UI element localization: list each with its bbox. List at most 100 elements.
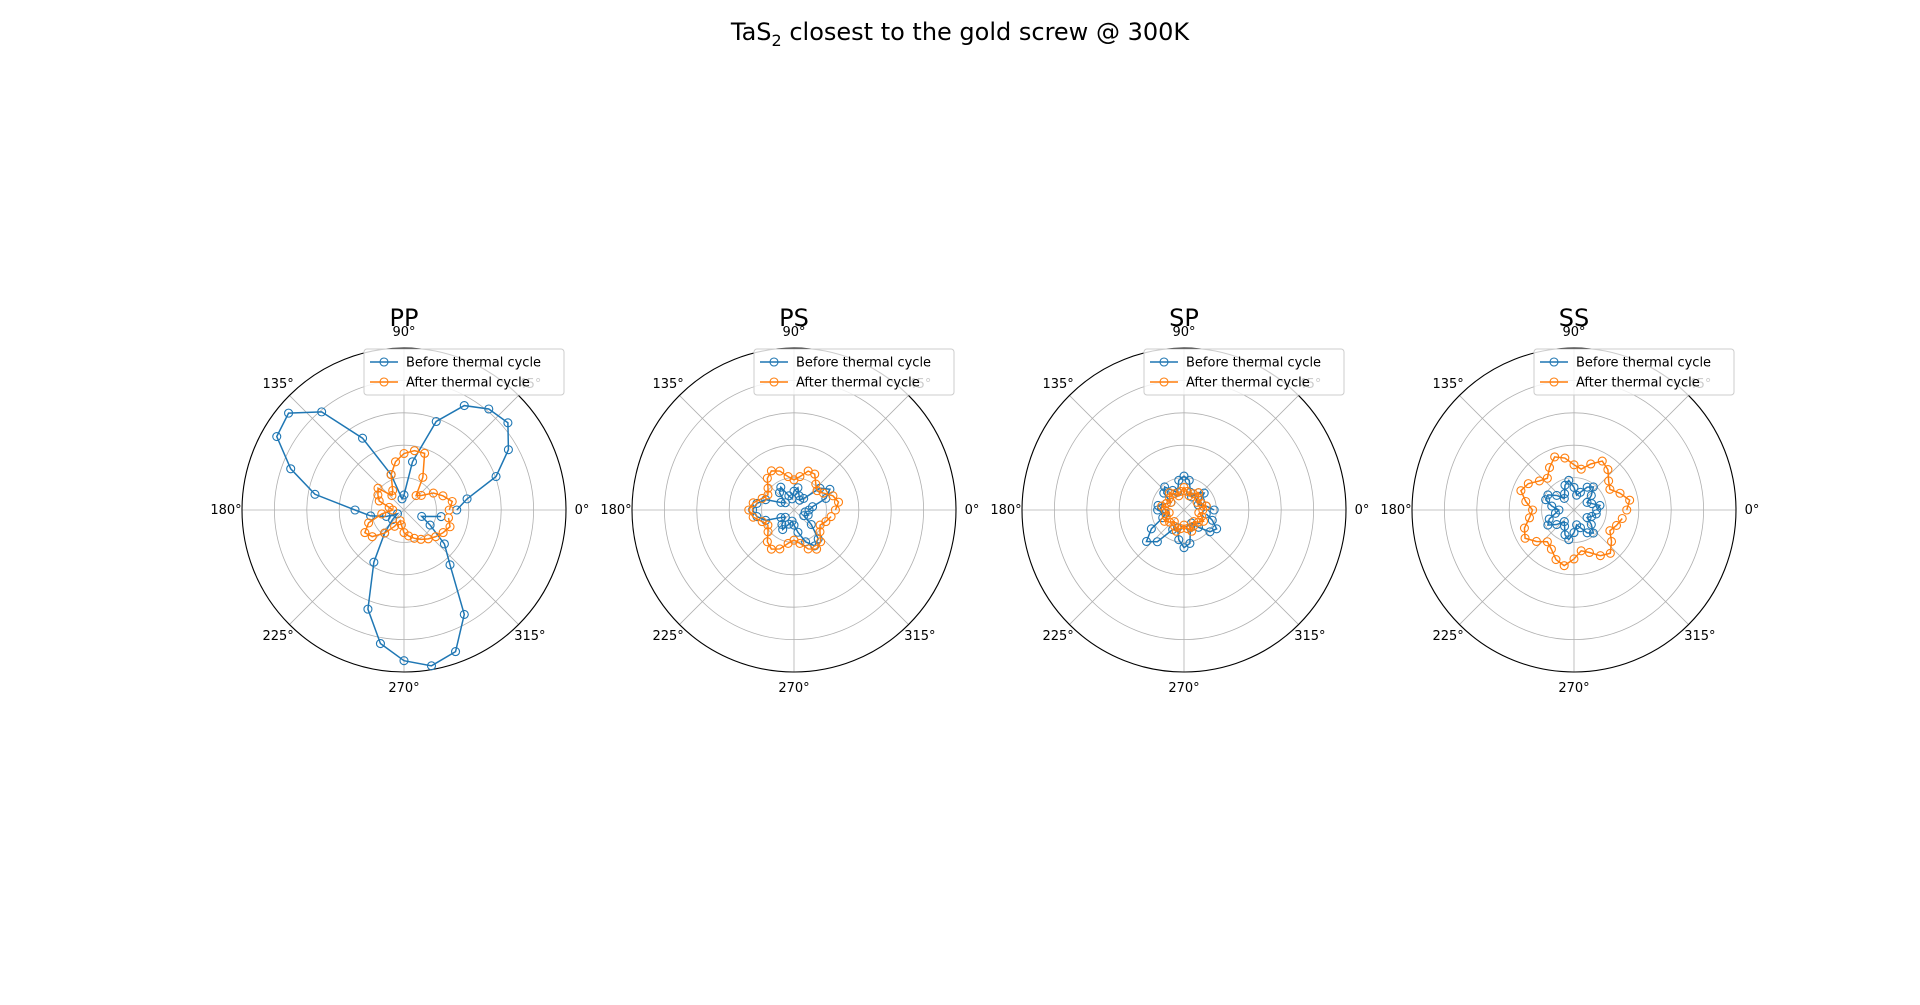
data-point [272, 431, 282, 442]
data-point [789, 520, 799, 530]
data-point [1544, 463, 1555, 473]
data-point [1582, 482, 1592, 492]
data-point [409, 446, 420, 456]
data-point [399, 448, 409, 459]
series-line [363, 449, 454, 541]
grid-spoke [1183, 509, 1299, 625]
data-point [774, 488, 785, 498]
data-point [1611, 520, 1622, 531]
legend-label: Before thermal cycle [1576, 356, 1711, 371]
data-point [369, 557, 379, 567]
angle-tick-label: 90° [1562, 325, 1585, 340]
data-point [411, 491, 421, 501]
data-point [793, 527, 803, 537]
chart-title: PS [779, 304, 809, 332]
grid-spoke [679, 509, 795, 625]
series-after [360, 446, 457, 544]
data-point [744, 505, 754, 515]
data-point [1605, 548, 1615, 558]
data-point [1189, 516, 1199, 527]
data-point [1160, 482, 1170, 492]
data-point [1194, 508, 1204, 518]
data-point [1159, 488, 1169, 498]
data-point [425, 520, 435, 530]
legend: Before thermal cycle After thermal cycle [1533, 348, 1735, 396]
data-point [462, 494, 472, 504]
series-after [744, 466, 844, 554]
grid-spoke [1573, 509, 1689, 625]
data-point [1187, 526, 1197, 536]
data-point [784, 491, 794, 501]
data-point [1584, 547, 1595, 558]
data-point [784, 519, 794, 529]
data-point [310, 489, 320, 499]
angle-tick-label: 90° [392, 325, 415, 340]
angle-tick-label: 225° [262, 629, 293, 644]
angle-tick-label: 0° [965, 503, 980, 518]
data-point [1575, 523, 1585, 533]
data-point [812, 486, 822, 496]
data-point [748, 498, 758, 508]
data-point [363, 604, 373, 614]
data-point [1582, 512, 1592, 523]
data-point [404, 531, 414, 541]
data-point [818, 488, 828, 498]
data-point [1199, 488, 1209, 498]
data-point [1597, 456, 1607, 466]
series-before [272, 401, 513, 671]
data-point [1184, 491, 1194, 501]
data-point [815, 527, 825, 537]
data-point [1543, 490, 1553, 500]
data-point [778, 525, 788, 535]
series-line [275, 404, 510, 667]
grid-spoke [1069, 395, 1185, 511]
figure-title: TaS2 closest to the gold screw @ 300K [0, 18, 1920, 50]
legend-marker [1159, 357, 1169, 367]
data-point [1520, 533, 1530, 543]
angle-tick-label: 135° [1432, 377, 1463, 392]
data-point [1212, 524, 1222, 534]
angle-tick-label: 270° [1168, 681, 1199, 696]
data-point [1188, 489, 1198, 499]
legend-marker [1159, 377, 1169, 387]
data-point [812, 544, 822, 554]
data-point [800, 507, 810, 517]
angle-tick-label: 180° [600, 503, 631, 518]
data-point [1528, 505, 1538, 515]
angle-tick-label: 270° [778, 681, 809, 696]
legend-box [1533, 348, 1735, 396]
data-point [1569, 460, 1579, 470]
data-point [780, 498, 790, 508]
data-point [1559, 561, 1569, 571]
data-point [1174, 475, 1184, 485]
data-point [438, 528, 448, 538]
data-point [1559, 493, 1569, 504]
data-point [826, 511, 836, 522]
data-point [748, 512, 758, 522]
data-point [1588, 528, 1598, 538]
data-point [373, 483, 383, 493]
data-point [1516, 486, 1526, 496]
data-point [418, 472, 428, 482]
angle-tick-label: 225° [1432, 629, 1463, 644]
data-point [390, 457, 401, 467]
data-point [1560, 453, 1570, 463]
angle-tick-label: 0° [1355, 503, 1370, 518]
data-point [374, 496, 384, 506]
data-point [459, 609, 469, 619]
angle-tick-label: 315° [904, 629, 935, 644]
series-before [1541, 475, 1605, 545]
data-point [1559, 516, 1569, 527]
angle-tick-label: 0° [575, 503, 590, 518]
data-point [1576, 464, 1586, 474]
data-point [1586, 490, 1596, 501]
data-point [757, 493, 767, 503]
data-point [386, 470, 396, 480]
data-point [426, 661, 437, 671]
data-point [787, 494, 797, 504]
legend-label: After thermal cycle [406, 376, 530, 391]
data-point [503, 445, 513, 455]
